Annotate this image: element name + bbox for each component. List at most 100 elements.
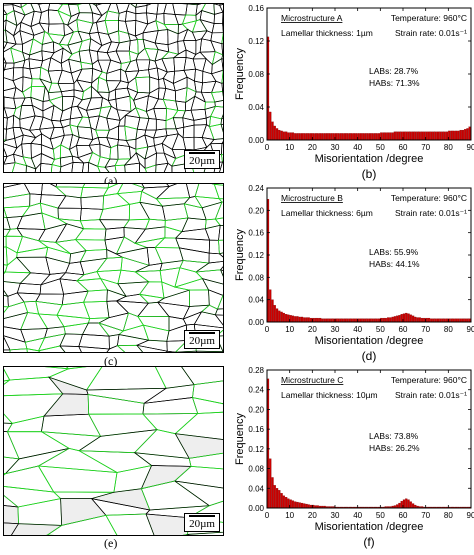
low-angle-boundary <box>155 238 179 248</box>
histogram-bar <box>299 503 301 508</box>
grain-shade <box>141 466 191 489</box>
histogram-bar <box>419 318 421 322</box>
histogram-bar <box>272 300 274 322</box>
histogram-bar <box>392 317 394 322</box>
high-angle-boundary <box>107 138 119 148</box>
low-angle-boundary <box>145 165 156 172</box>
x-tick-label: 50 <box>376 325 385 334</box>
histogram-bar <box>376 133 378 140</box>
y-tick-label: 0.04 <box>248 484 264 493</box>
histogram-bar <box>294 133 296 140</box>
histogram-bar <box>462 319 464 322</box>
x-tick-label: 30 <box>331 325 340 334</box>
strain-rate-label: Strain rate: 0.01s⁻¹ <box>395 390 467 400</box>
high-angle-boundary <box>17 257 50 274</box>
high-angle-boundary <box>209 240 219 254</box>
histogram-bar <box>462 130 464 140</box>
high-angle-boundary <box>175 481 223 506</box>
low-angle-boundary <box>4 485 61 507</box>
high-angle-boundary <box>136 129 146 139</box>
low-angle-boundary <box>184 204 206 220</box>
histogram-bar <box>371 319 373 322</box>
high-angle-boundary <box>164 153 176 166</box>
histogram-bar <box>469 319 471 322</box>
histogram-bar <box>272 122 274 140</box>
histogram-bar <box>330 133 332 140</box>
high-angle-boundary <box>17 283 41 294</box>
y-axis-label: Frequency <box>234 229 246 281</box>
high-angle-boundary <box>173 77 187 91</box>
histogram-bar <box>346 133 348 140</box>
histogram-bar <box>333 319 335 322</box>
high-angle-boundary <box>4 485 18 507</box>
histogram-bar <box>410 315 412 322</box>
high-angle-boundary <box>222 107 223 119</box>
high-angle-boundary <box>119 115 126 126</box>
ebsd-map-e: 20µm <box>3 366 224 536</box>
scale-bar-line <box>189 152 215 154</box>
histogram-bar <box>435 319 437 322</box>
histogram-bar <box>296 502 298 508</box>
histogram-bar <box>317 133 319 140</box>
high-angle-boundary <box>23 77 32 92</box>
x-tick-label: 20 <box>308 325 317 334</box>
low-angle-boundary <box>121 257 149 272</box>
panel-label-e: (e) <box>104 536 117 551</box>
high-angle-boundary <box>184 29 196 40</box>
high-angle-boundary <box>155 30 168 45</box>
histogram-bar <box>446 319 448 322</box>
histogram-bar <box>278 490 280 508</box>
high-angle-boundary <box>178 29 188 41</box>
histogram-bar <box>389 318 391 322</box>
y-tick-label: 0.12 <box>248 445 264 454</box>
low-angle-boundary <box>165 218 188 232</box>
histogram-bar <box>285 497 287 508</box>
high-angle-boundary <box>60 156 73 167</box>
histogram-bar <box>362 319 364 322</box>
x-tick-label: 80 <box>444 325 453 334</box>
histogram-bar <box>344 319 346 322</box>
histogram-bar <box>412 504 414 508</box>
low-angle-boundary <box>39 314 64 329</box>
high-angle-boundary <box>124 228 146 244</box>
strain-rate-label: Strain rate: 0.01s⁻¹ <box>395 208 467 218</box>
histogram-bar <box>376 319 378 322</box>
high-angle-boundary <box>7 115 14 129</box>
histogram-bar <box>315 133 317 140</box>
histogram-bar <box>451 319 453 322</box>
grain-shade <box>61 499 106 526</box>
high-angle-boundary <box>71 69 82 83</box>
low-angle-boundary <box>77 279 107 292</box>
histogram-bar <box>423 318 425 322</box>
high-angle-boundary <box>145 135 155 147</box>
histogram-bar <box>405 313 407 322</box>
low-angle-boundary <box>215 202 223 219</box>
microstructure-title: Microstructure A <box>281 13 343 23</box>
high-angle-boundary <box>138 302 169 316</box>
high-angle-boundary <box>214 12 223 24</box>
high-angle-boundary <box>186 184 200 198</box>
high-angle-boundary <box>32 105 43 117</box>
high-angle-boundary <box>184 58 196 71</box>
histogram-bar <box>378 319 380 322</box>
histogram-bar <box>306 504 308 508</box>
high-angle-boundary <box>22 143 32 158</box>
low-angle-boundary <box>87 367 167 390</box>
histogram-bar <box>328 319 330 322</box>
histogram-bar <box>414 132 416 140</box>
histogram-bar <box>278 311 280 322</box>
histogram-bar <box>301 503 303 508</box>
high-angle-boundary <box>105 237 124 254</box>
lamellar-thickness-label: Lamellar thickness: 6µm <box>281 208 373 218</box>
low-angle-boundary <box>125 126 138 140</box>
x-axis-label: Misorientation /degree <box>315 153 424 165</box>
low-angle-boundary <box>17 247 48 257</box>
high-angle-boundary <box>145 153 157 168</box>
y-tick-label: 0.00 <box>248 504 264 513</box>
high-angle-boundary <box>129 40 138 55</box>
histogram-bar <box>387 133 389 140</box>
histogram-bar <box>360 133 362 140</box>
low-angle-boundary <box>88 318 109 323</box>
high-angle-boundary <box>202 125 214 140</box>
high-angle-boundary <box>155 59 167 72</box>
